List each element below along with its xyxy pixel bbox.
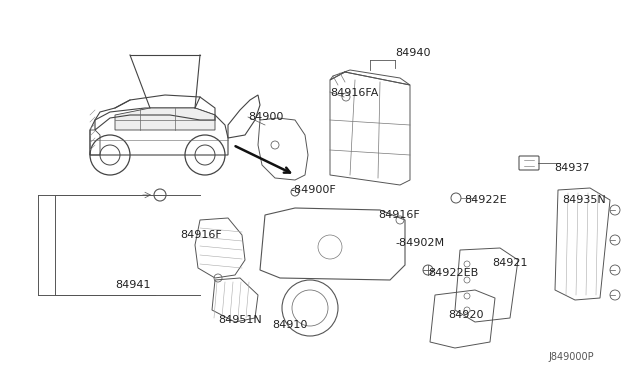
- Polygon shape: [115, 108, 215, 130]
- Text: 84916F: 84916F: [378, 210, 420, 220]
- Text: 84922E: 84922E: [464, 195, 507, 205]
- Text: -84900F: -84900F: [290, 185, 336, 195]
- Text: 84900: 84900: [248, 112, 284, 122]
- Text: 84916F: 84916F: [180, 230, 221, 240]
- Text: 84935N: 84935N: [562, 195, 605, 205]
- Text: 84910: 84910: [272, 320, 307, 330]
- Text: J849000P: J849000P: [548, 352, 594, 362]
- Text: 84921: 84921: [492, 258, 527, 268]
- Text: 84916FA: 84916FA: [330, 88, 378, 98]
- Text: 84920: 84920: [448, 310, 483, 320]
- Text: 84951N: 84951N: [218, 315, 262, 325]
- Text: 84940: 84940: [395, 48, 431, 58]
- Text: 84922EB: 84922EB: [428, 268, 478, 278]
- Text: 84941: 84941: [115, 280, 150, 290]
- Text: 84937: 84937: [554, 163, 589, 173]
- Text: -84902M: -84902M: [395, 238, 444, 248]
